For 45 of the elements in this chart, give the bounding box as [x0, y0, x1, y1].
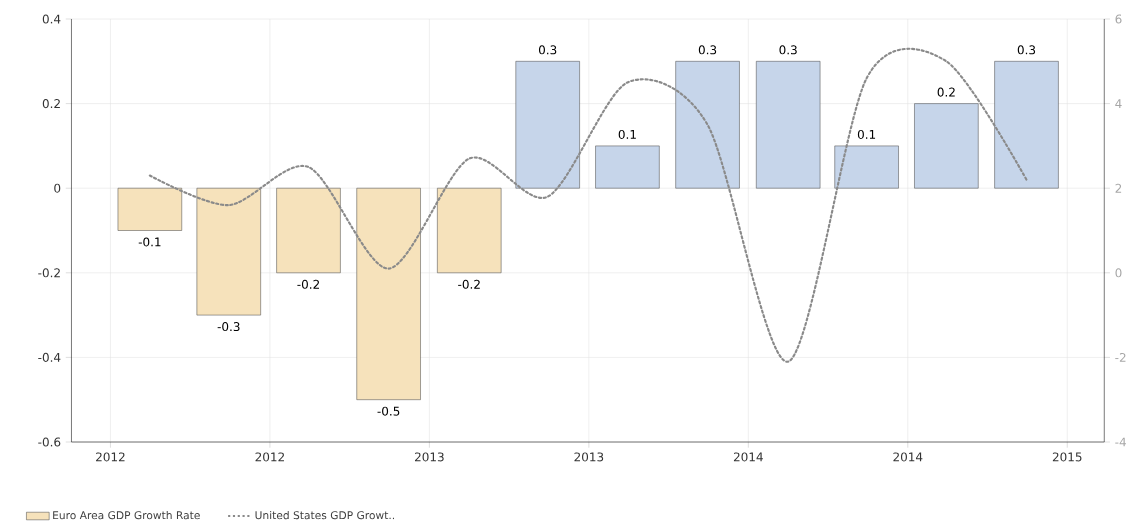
- x-tick-label: 2014: [893, 452, 923, 462]
- data-label: -0.1: [138, 237, 161, 247]
- bar: [276, 187, 341, 274]
- y-tick-label: 0.4: [42, 14, 61, 24]
- y-tick-label: -0.2: [38, 268, 60, 278]
- legend-label: Euro Area GDP Growth Rate: [53, 510, 200, 520]
- x-tick-label: 2013: [414, 452, 444, 462]
- y-tick-label: 0: [54, 183, 61, 193]
- y2-tick-label: -2: [1115, 352, 1126, 362]
- data-label: 0.3: [698, 45, 717, 55]
- data-label: -0.3: [217, 322, 240, 332]
- data-label: 0.3: [779, 45, 797, 55]
- bar: [834, 145, 899, 189]
- data-label: 0.3: [1017, 45, 1036, 55]
- data-label: 0.1: [618, 129, 636, 139]
- bar: [356, 187, 421, 400]
- bar: [756, 61, 821, 189]
- x-tick-label: 2012: [96, 452, 125, 462]
- bar: [675, 61, 740, 189]
- bar: [994, 61, 1059, 189]
- x-tick-label: 2013: [574, 452, 604, 462]
- bar: [515, 61, 580, 189]
- y2-tick-label: 0: [1115, 268, 1122, 278]
- data-label: 0.1: [857, 129, 876, 139]
- data-label: 0.2: [937, 87, 955, 97]
- bar: [914, 103, 979, 189]
- y2-tick-label: -4: [1115, 437, 1126, 447]
- data-label: -0.2: [297, 279, 320, 289]
- x-tick-label: 2015: [1052, 452, 1082, 462]
- data-label: -0.2: [458, 279, 480, 289]
- y-tick-label: 0.2: [42, 99, 60, 109]
- bar: [196, 187, 261, 316]
- data-label: -0.5: [377, 406, 400, 416]
- bar: [117, 187, 183, 231]
- legend-label: United States GDP Growt..: [255, 510, 395, 520]
- y2-tick-label: 4: [1115, 99, 1122, 108]
- x-tick-label: 2014: [733, 452, 763, 462]
- x-tick-label: 2012: [255, 452, 284, 462]
- bar: [595, 145, 660, 189]
- y-tick-label: -0.6: [38, 437, 61, 447]
- y2-tick-label: 6: [1115, 14, 1122, 24]
- data-label: 0.3: [538, 45, 557, 55]
- bar: [437, 187, 502, 274]
- y-tick-label: -0.4: [38, 352, 61, 362]
- y2-tick-label: 2: [1115, 183, 1122, 193]
